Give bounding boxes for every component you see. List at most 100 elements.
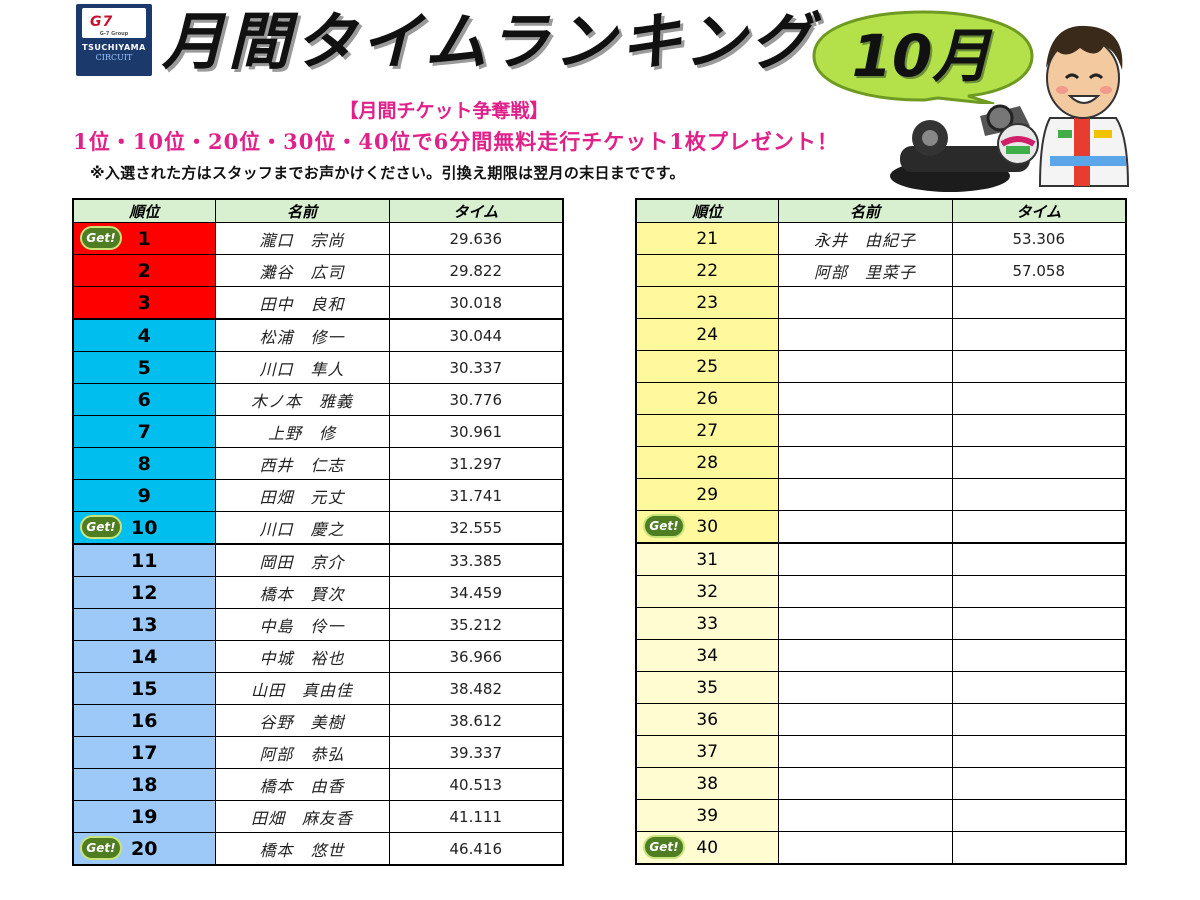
campaign-text: 1位・10位・20位・30位・40位で6分間無料走行チケット1枚プレゼント！ [73,129,839,154]
lap-time: 32.555 [388,511,564,545]
lap-time [951,575,1127,608]
column-header-name: 名前 [214,198,390,223]
table-row: Get! 30 [635,510,1127,544]
rank-position-cell: 4 [72,318,216,352]
rank-position: 29 [696,484,719,505]
logo-mark: G7 [90,14,114,30]
campaign-title: 【月間チケット争奪戦】 [339,100,549,122]
table-row: 35 [635,671,1127,704]
racer-name [777,639,953,672]
rank-position-cell: 27 [635,414,779,447]
column-header-position: 順位 [72,198,216,223]
racer-name [777,831,953,865]
rank-position: 39 [696,805,719,826]
rank-position: 13 [131,613,158,636]
rank-position-cell: 3 [72,286,216,320]
kart-driver-illustration [890,25,1130,192]
rank-position: 1 [137,227,151,250]
rank-position: 31 [696,549,719,570]
racer-name [777,542,953,576]
table-row: 6 木ノ本 雅義 30.776 [72,383,564,416]
lap-time: 30.776 [388,383,564,416]
lap-time [951,767,1127,800]
racer-name: 阿部 恭弘 [214,736,390,769]
racer-name [777,799,953,832]
table-row: 23 [635,286,1127,319]
rank-position-cell: Get! 1 [72,222,216,255]
rank-position-cell: 18 [72,768,216,801]
redemption-note: ※入選された方はスタッフまでお声かけください。引換え期限は翌月の末日までです。 [90,164,685,182]
rank-position-cell: 12 [72,576,216,609]
racer-name: 川口 隼人 [214,351,390,384]
rank-position: 15 [131,677,158,700]
rank-position: 28 [696,452,719,473]
rank-position-cell: 36 [635,703,779,736]
rank-position-cell: 38 [635,767,779,800]
racer-name [777,478,953,511]
racer-name: 中島 伶一 [214,608,390,641]
rank-position-cell: 37 [635,735,779,768]
lap-time [951,799,1127,832]
racer-name [777,414,953,447]
racer-name: 橋本 悠世 [214,832,390,866]
column-header-time: タイム [388,198,564,223]
table-row: 22 阿部 里菜子 57.058 [635,254,1127,287]
table-row: 18 橋本 由香 40.513 [72,768,564,801]
rank-position-cell: Get! 10 [72,511,216,545]
racer-name: 田中 良和 [214,286,390,320]
racer-name [777,446,953,479]
rank-position: 8 [137,452,151,475]
table-row: 25 [635,350,1127,383]
table-row: Get! 40 [635,831,1127,865]
rank-position: 3 [137,291,151,314]
lap-time [951,735,1127,768]
table-row: 13 中島 伶一 35.212 [72,608,564,641]
rank-position-cell: 14 [72,640,216,673]
lap-time: 30.018 [388,286,564,320]
table-row: 2 灘谷 広司 29.822 [72,254,564,287]
rank-position-cell: 33 [635,607,779,640]
lap-time: 39.337 [388,736,564,769]
table-row: 28 [635,446,1127,479]
racer-name [777,607,953,640]
rank-position-cell: 32 [635,575,779,608]
rank-position-cell: 35 [635,671,779,704]
rank-position-cell: 25 [635,350,779,383]
rank-position: 37 [696,741,719,762]
lap-time: 36.966 [388,640,564,673]
table-row: 16 谷野 美樹 38.612 [72,704,564,737]
ranking-table-1-20: 順位 名前 タイム Get! 1 瀧口 宗尚 29.636 2 灘谷 広司 29.822 3 田… [72,198,564,866]
column-header-time: タイム [951,198,1127,223]
rank-position: 25 [696,356,719,377]
rank-position-cell: 34 [635,639,779,672]
lap-time: 33.385 [388,543,564,577]
racer-name [777,318,953,351]
lap-time: 29.636 [388,222,564,255]
lap-time [951,478,1127,511]
racer-name [777,735,953,768]
lap-time: 31.297 [388,447,564,480]
rank-position-cell: Get! 20 [72,832,216,866]
table-row: 37 [635,735,1127,768]
get-badge-icon: Get! [643,835,685,859]
rank-position: 26 [696,388,719,409]
racer-name: 橋本 由香 [214,768,390,801]
rank-position-cell: 5 [72,351,216,384]
rank-position: 35 [696,677,719,698]
page-title: 月間タイムランキング [162,5,816,78]
rank-position: 20 [131,837,158,860]
table-row: 12 橋本 賢次 34.459 [72,576,564,609]
racer-name [777,510,953,544]
rank-position: 36 [696,709,719,730]
lap-time [951,542,1127,576]
lap-time [951,350,1127,383]
table-row: 33 [635,607,1127,640]
lap-time: 31.741 [388,479,564,512]
racer-name [777,350,953,383]
table-row: 8 西井 仁志 31.297 [72,447,564,480]
rank-position-cell: 17 [72,736,216,769]
lap-time: 46.416 [388,832,564,866]
table-row: 17 阿部 恭弘 39.337 [72,736,564,769]
table-row: Get! 10 川口 慶之 32.555 [72,511,564,545]
lap-time: 35.212 [388,608,564,641]
